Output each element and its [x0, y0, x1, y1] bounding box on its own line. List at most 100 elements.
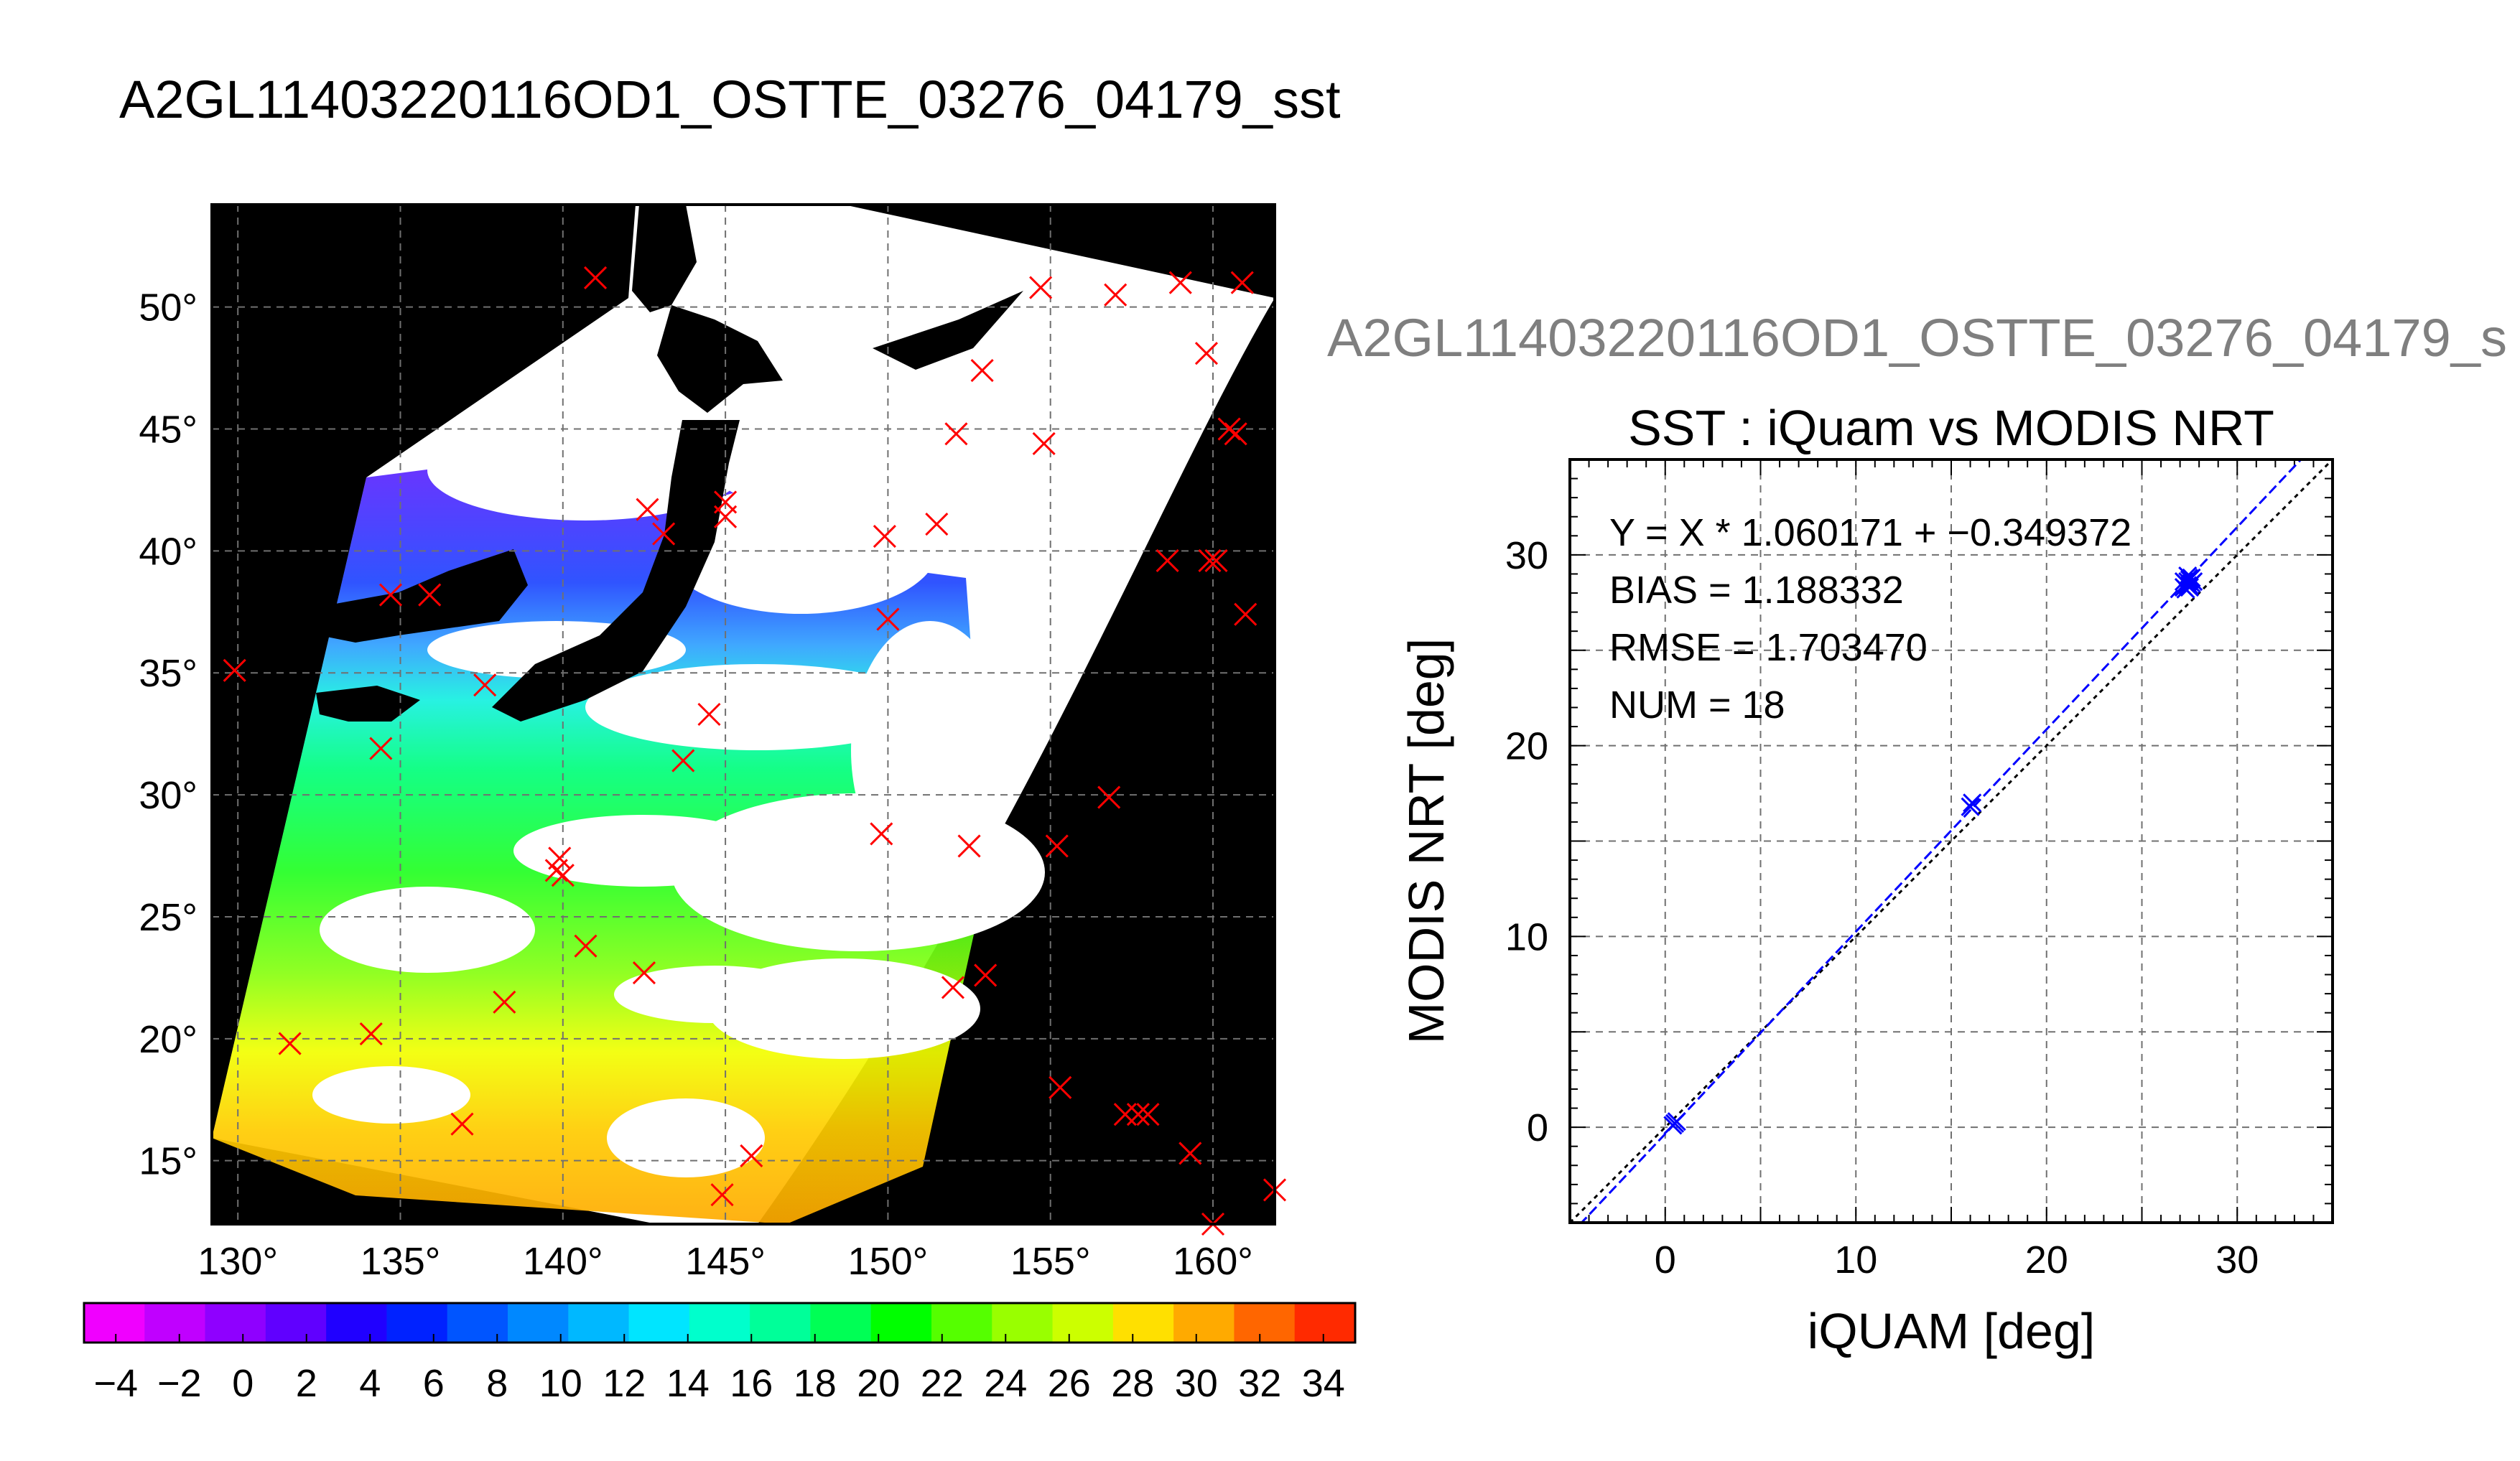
colorbar-segment	[870, 1303, 932, 1343]
sst-match-marker	[1204, 549, 1228, 573]
sst-match-marker	[636, 498, 659, 521]
marker-stroke	[870, 822, 893, 846]
marker-stroke	[1136, 1103, 1160, 1126]
colorbar-tick-label: 0	[232, 1362, 254, 1405]
sst-match-marker	[551, 864, 575, 887]
colorbar-tick-label: 30	[1175, 1362, 1218, 1405]
marker-stroke	[1049, 1075, 1072, 1099]
marker-stroke	[359, 1022, 383, 1046]
map-lon-tick-label: 160°	[1173, 1240, 1253, 1283]
sst-match-marker	[925, 512, 949, 536]
map-lon-tick-label: 145°	[685, 1240, 766, 1283]
x-tick-label: 20	[2025, 1238, 2068, 1282]
y-tick-label: 30	[1505, 534, 1548, 577]
data-point	[1963, 793, 1982, 813]
map-grid	[212, 205, 1275, 1224]
sst-match-marker	[584, 266, 608, 289]
sst-match-marker	[450, 1112, 474, 1136]
sst-match-marker	[493, 990, 516, 1014]
colorbar-segment	[386, 1303, 448, 1343]
y-tick-label: 10	[1505, 915, 1548, 958]
y-tick-label: 20	[1505, 725, 1548, 768]
marker-stroke	[378, 583, 402, 607]
map-lon-tick-label: 130°	[197, 1240, 278, 1283]
sst-match-marker	[378, 583, 402, 607]
marker-stroke	[970, 358, 994, 383]
marker-stroke	[1204, 549, 1228, 573]
marker-stroke	[1217, 417, 1241, 441]
colorbar-segment	[992, 1303, 1054, 1343]
map-lat-tick-label: 30°	[139, 774, 197, 817]
colorbar-tick-label: 10	[539, 1362, 582, 1405]
data-point	[2178, 566, 2198, 586]
sst-match-marker	[941, 976, 964, 999]
sst-match-marker	[473, 673, 497, 697]
colorbar-tick-label: 26	[1048, 1362, 1091, 1405]
sst-match-marker	[876, 607, 900, 631]
map-lon-tick-label: 150°	[848, 1240, 929, 1283]
map-frame	[210, 203, 1276, 1226]
x-axis-label: iQUAM [deg]	[1808, 1303, 2096, 1359]
x-tick-label: 30	[2216, 1238, 2259, 1282]
point-stroke	[1961, 797, 1980, 816]
map-lon-tick-label: 140°	[523, 1240, 603, 1283]
sst-match-marker	[697, 702, 721, 727]
marker-stroke	[278, 1032, 302, 1055]
colorbar-segment	[326, 1303, 388, 1343]
marker-stroke	[1168, 271, 1192, 294]
stats-annotation: RMSE = 1.703470	[1609, 626, 1928, 669]
map-lat-tick-label: 45°	[139, 409, 197, 452]
marker-stroke	[697, 702, 721, 727]
marker-stroke	[941, 976, 964, 999]
marker-stroke	[551, 864, 575, 887]
stats-annotation: Y = X * 1.060171 + −0.349372	[1609, 511, 2131, 554]
sst-match-marker	[223, 658, 246, 682]
sst-match-marker	[1194, 342, 1219, 365]
sst-match-marker	[574, 934, 598, 958]
data-point	[1667, 1112, 1686, 1131]
sst-map: 130° 135° 140° 145° 150° 155° 160° 50° 45° 40° 35°…	[139, 203, 1287, 1283]
plot-lines	[1570, 459, 2333, 1223]
colorbar-tick-label: 22	[921, 1362, 964, 1405]
sst-match-marker	[1126, 1103, 1150, 1126]
colorbar: −4 −2 0 2 4 6 8 10 12 14 16 18 20 22 24 26 28 30 32 34	[83, 1302, 1357, 1405]
point-stroke	[2180, 577, 2199, 597]
marker-stroke	[710, 1183, 734, 1207]
sst-match-marker	[1168, 271, 1192, 294]
colorbar-frame	[83, 1302, 1357, 1344]
sst-match-marker	[1136, 1103, 1160, 1126]
sst-match-marker	[671, 749, 695, 772]
chart-title: SST : iQuam vs MODIS NRT	[1628, 400, 2274, 456]
marker-stroke	[1178, 1142, 1202, 1165]
stats-annotation: BIAS = 1.188332	[1609, 569, 1904, 612]
colorbar-segment	[1112, 1303, 1175, 1343]
colorbar-segment	[1294, 1303, 1356, 1343]
colorbar-segment	[931, 1303, 993, 1343]
marker-stroke	[714, 505, 738, 528]
colorbar-tick-label: −4	[93, 1362, 138, 1405]
map-lat-tick-label: 15°	[139, 1140, 197, 1183]
colorbar-segment	[750, 1303, 812, 1343]
sst-match-marker	[944, 422, 968, 446]
marker-stroke	[652, 522, 676, 546]
marker-stroke	[418, 583, 442, 607]
marker-stroke	[873, 524, 896, 549]
marker-stroke	[1104, 283, 1128, 307]
marker-stroke	[1230, 271, 1254, 294]
colorbar-tick-label: 20	[857, 1362, 900, 1405]
point-stroke	[1963, 793, 1982, 813]
sst-match-marker	[1049, 1075, 1072, 1099]
colorbar-tick-label: 12	[603, 1362, 646, 1405]
marker-stroke	[1029, 276, 1053, 299]
colorbar-segment	[205, 1303, 266, 1343]
sst-match-marker	[1029, 276, 1053, 299]
sst-match-marker	[970, 358, 994, 383]
sst-match-marker	[1032, 431, 1056, 455]
x-tick-label: 10	[1834, 1238, 1877, 1282]
marker-stroke	[493, 990, 516, 1014]
marker-stroke	[1097, 785, 1121, 809]
marker-stroke	[740, 1144, 763, 1167]
marker-stroke	[1045, 834, 1069, 858]
sst-match-marker	[359, 1022, 383, 1046]
marker-stroke	[1194, 342, 1219, 365]
